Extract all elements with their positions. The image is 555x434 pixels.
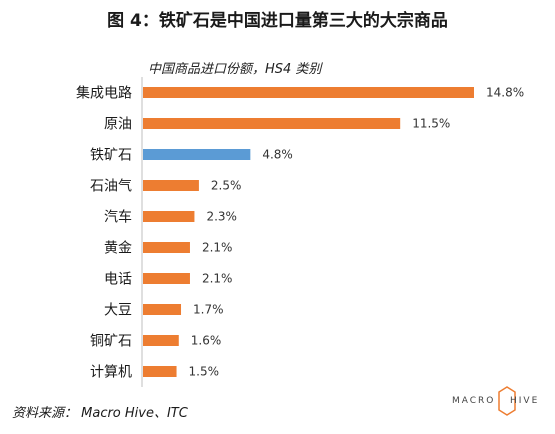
- value-label: 4.8%: [262, 148, 293, 162]
- bar: [143, 273, 190, 284]
- category-label: 大豆: [104, 303, 132, 319]
- category-label: 原油: [104, 117, 132, 133]
- category-label: 铁矿石: [90, 148, 132, 164]
- logo-text-left: MACRO: [452, 396, 496, 406]
- source-note: 资料来源： Macro Hive、ITC: [12, 406, 188, 421]
- category-label: 电话: [104, 272, 132, 288]
- chart-subtitle: 中国商品进口份额，HS4 类别: [148, 62, 322, 77]
- macro-hive-logo: MACRO HIVE: [452, 382, 552, 422]
- bar: [143, 87, 474, 98]
- bar: [143, 242, 190, 253]
- value-label: 1.7%: [193, 303, 224, 317]
- value-label: 2.1%: [202, 241, 233, 255]
- bar: [143, 366, 177, 377]
- category-label: 石油气: [90, 179, 132, 195]
- value-label: 2.5%: [211, 179, 242, 193]
- bar: [143, 211, 195, 222]
- value-label: 11.5%: [412, 117, 450, 131]
- bar: [143, 304, 182, 315]
- value-label: 2.1%: [202, 272, 233, 286]
- value-label: 2.3%: [206, 210, 237, 224]
- category-label: 集成电路: [76, 85, 132, 102]
- category-label: 汽车: [104, 209, 132, 226]
- value-label: 1.6%: [191, 334, 222, 348]
- category-label: 计算机: [90, 365, 132, 381]
- hexagon-icon: [498, 386, 516, 416]
- category-label: 黄金: [104, 240, 132, 257]
- bar: [143, 180, 199, 191]
- chart-title: 图 4：铁矿石是中国进口量第三大的大宗商品: [107, 11, 448, 31]
- value-label: 1.5%: [189, 365, 220, 379]
- category-label: 铜矿石: [90, 334, 132, 350]
- bar: [143, 118, 401, 129]
- value-label: 14.8%: [486, 86, 524, 100]
- bar: [143, 149, 251, 160]
- bar: [143, 335, 179, 346]
- logo-text-right: HIVE: [510, 396, 540, 406]
